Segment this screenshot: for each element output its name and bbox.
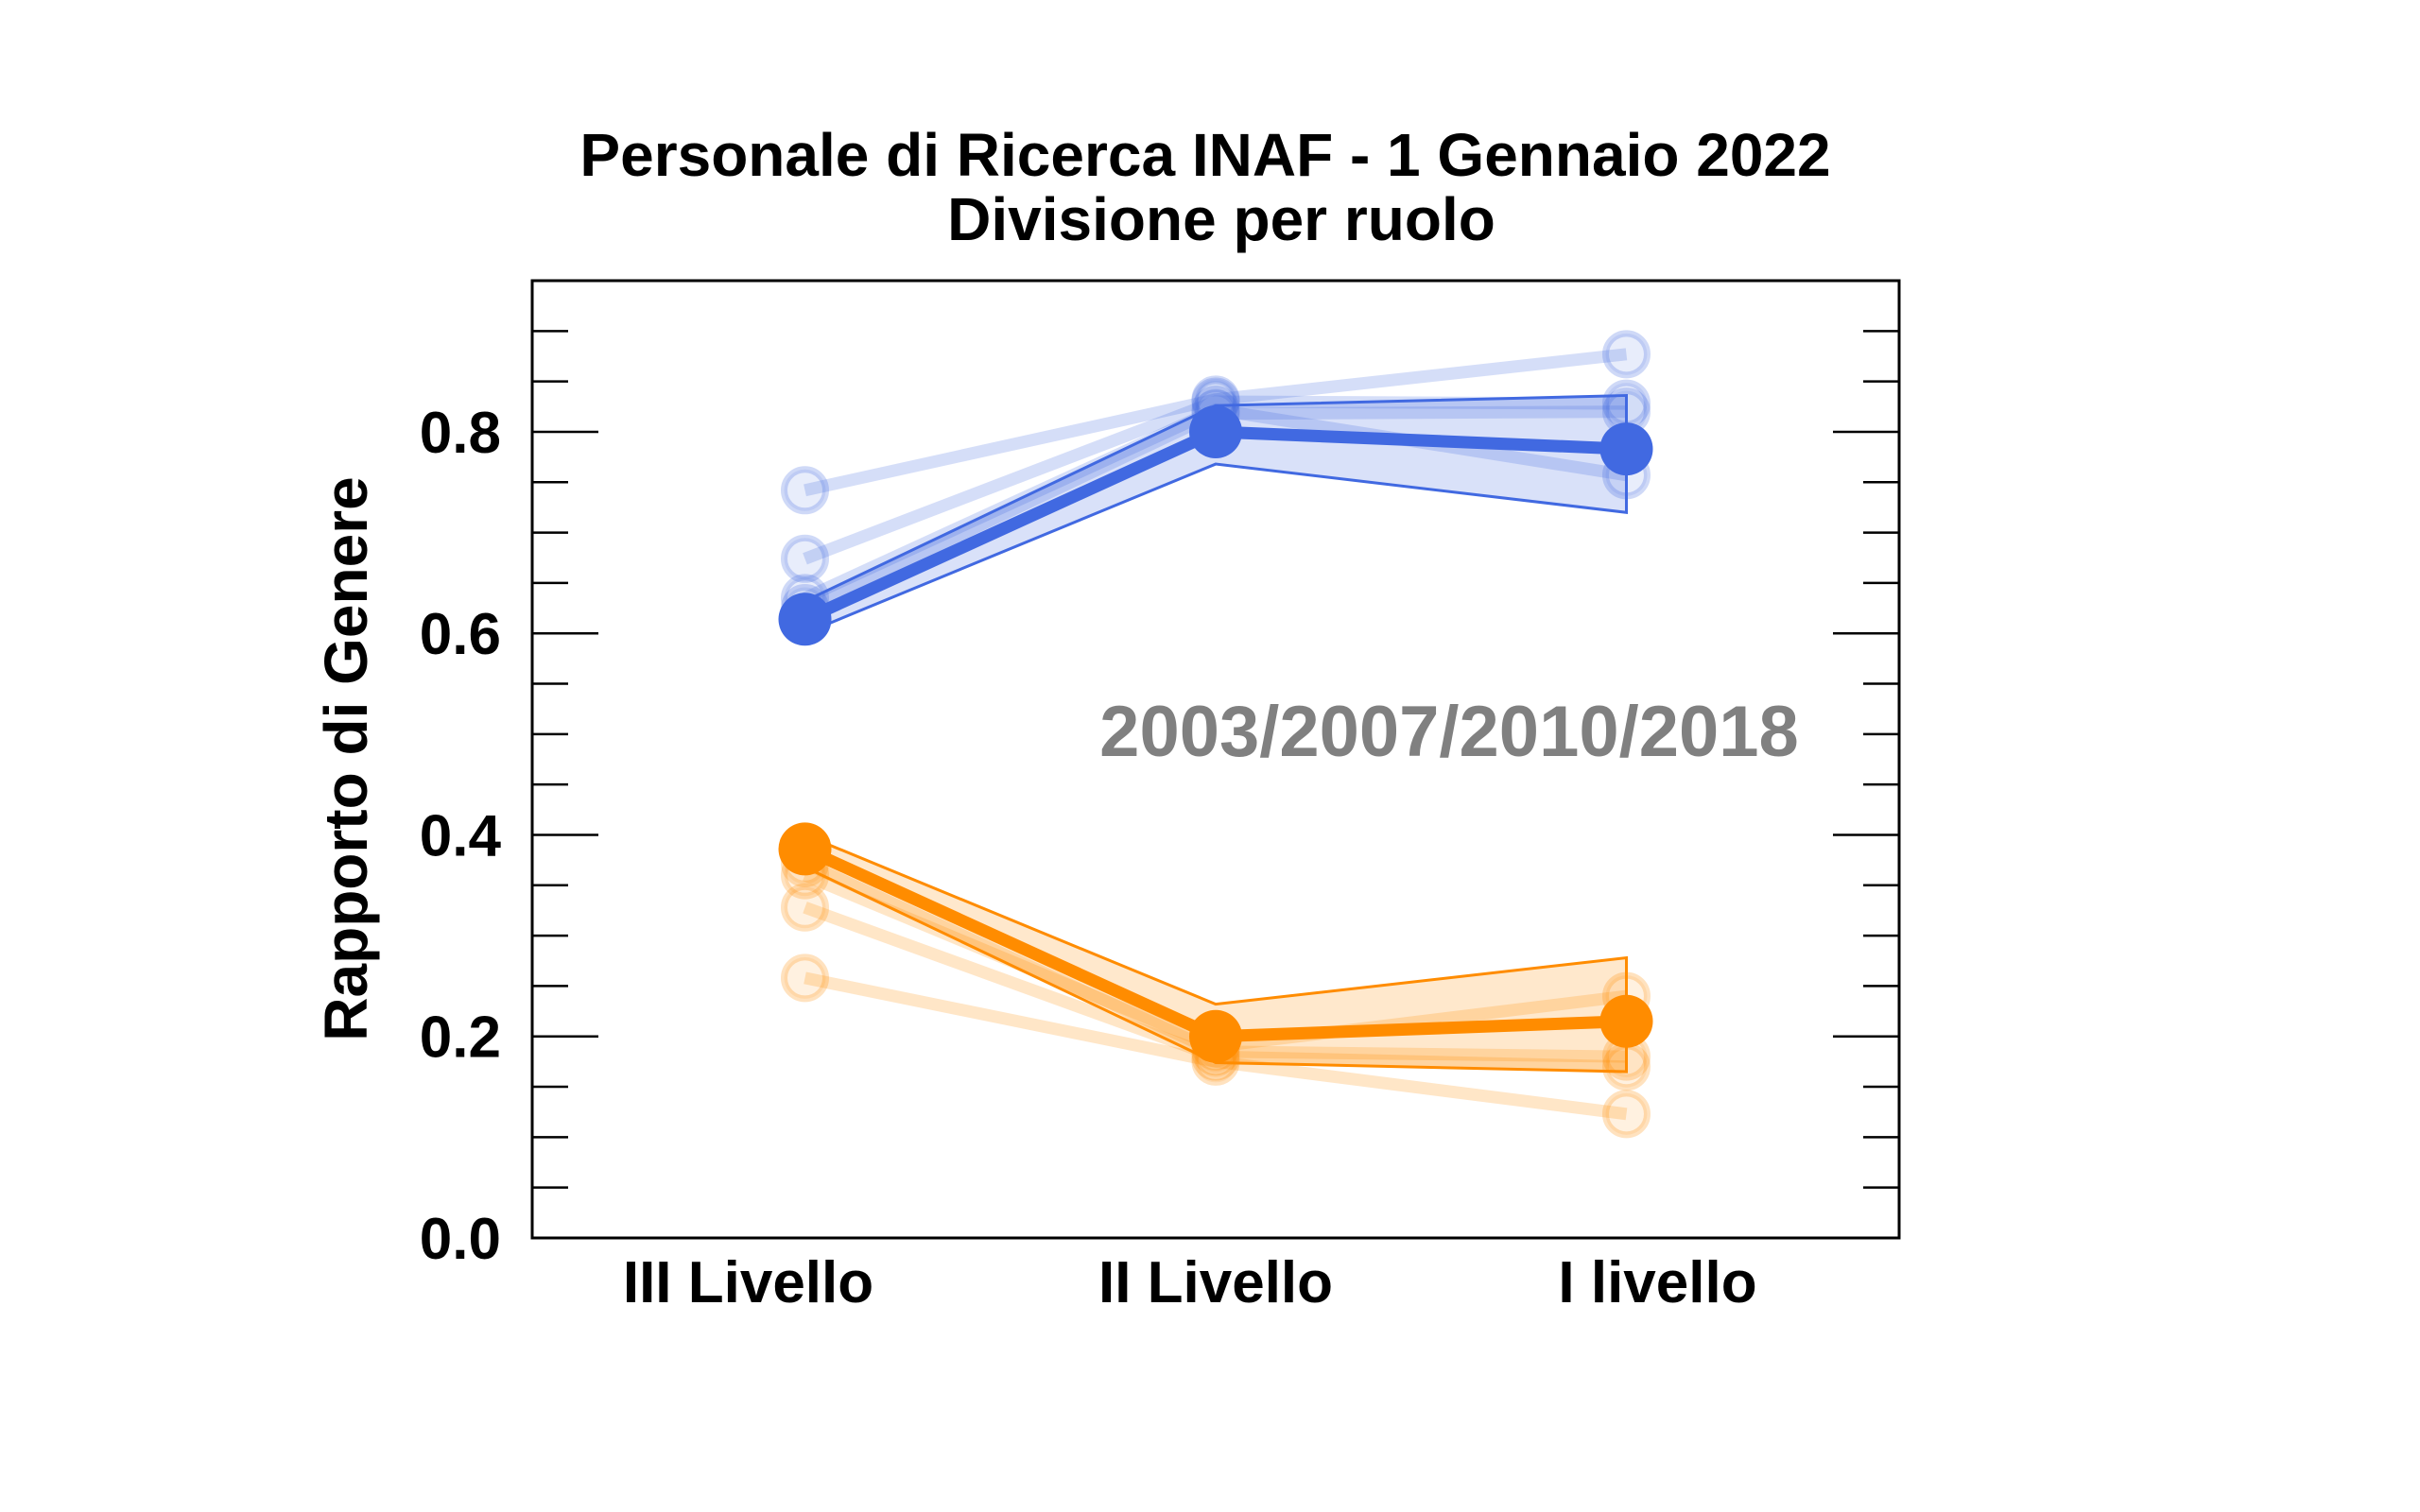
data-point xyxy=(778,822,832,876)
historic-series-line xyxy=(803,395,1627,565)
chart-title: Personale di Ricerca INAF - 1 Gennaio 20… xyxy=(579,121,1830,189)
data-point xyxy=(1189,404,1242,458)
x-tick-label: II Livello xyxy=(1098,1250,1333,1315)
historic-point xyxy=(781,534,830,583)
y-tick-label: 0.4 xyxy=(420,803,502,868)
historic-point xyxy=(781,466,830,515)
data-point xyxy=(1189,1009,1242,1063)
data-point xyxy=(1599,422,1653,476)
historic-series-line xyxy=(804,348,1628,497)
data-point xyxy=(1599,994,1653,1048)
y-tick-label: 0.8 xyxy=(420,401,501,466)
y-tick-label: 0.6 xyxy=(420,602,501,667)
y-axis-label: Rapporto di Genere xyxy=(312,476,380,1040)
historic-point xyxy=(1601,330,1651,379)
chart-subtitle: Divisione per ruolo xyxy=(947,185,1495,253)
historic-point xyxy=(781,954,830,1003)
plot-frame xyxy=(530,279,1901,1240)
years-annotation: 2003/2007/2010/2018 xyxy=(1099,692,1799,772)
data-point xyxy=(778,593,832,646)
y-tick-label: 0.2 xyxy=(420,1005,501,1071)
historic-point xyxy=(1601,1090,1651,1139)
y-tick-label: 0.0 xyxy=(420,1207,501,1272)
historic-point xyxy=(781,883,830,932)
x-tick-label: III Livello xyxy=(623,1250,873,1315)
x-tick-label: I livello xyxy=(1558,1250,1756,1315)
